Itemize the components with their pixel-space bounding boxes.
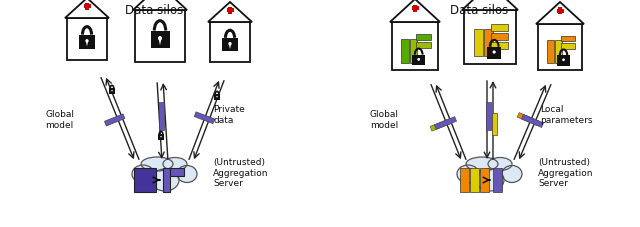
Circle shape xyxy=(216,96,218,97)
Bar xyxy=(104,114,125,126)
Bar xyxy=(561,35,575,42)
Polygon shape xyxy=(536,2,584,24)
Bar xyxy=(228,7,232,13)
Bar xyxy=(412,55,425,65)
Polygon shape xyxy=(65,0,109,18)
Bar xyxy=(210,22,250,62)
Ellipse shape xyxy=(177,165,197,183)
Bar xyxy=(159,102,164,130)
Bar xyxy=(491,42,508,49)
Bar xyxy=(214,94,220,100)
Circle shape xyxy=(562,58,565,61)
Text: (Untrusted)
Aggregation
Server: (Untrusted) Aggregation Server xyxy=(213,158,269,188)
Ellipse shape xyxy=(141,157,173,171)
Text: Global
model: Global model xyxy=(45,110,74,130)
Bar xyxy=(557,9,563,12)
Text: Global
model: Global model xyxy=(370,110,399,130)
Bar xyxy=(134,168,156,192)
Bar xyxy=(412,6,419,10)
Text: Data silos: Data silos xyxy=(450,4,508,17)
Bar xyxy=(223,38,237,51)
Text: Data silos: Data silos xyxy=(125,4,183,17)
Bar xyxy=(470,168,479,192)
Polygon shape xyxy=(390,0,440,22)
Bar xyxy=(85,2,89,10)
Bar xyxy=(460,168,469,192)
Bar xyxy=(401,39,408,63)
Polygon shape xyxy=(462,0,518,10)
Ellipse shape xyxy=(476,169,504,191)
Bar xyxy=(464,10,516,64)
Bar xyxy=(484,29,493,56)
Polygon shape xyxy=(133,0,187,10)
Bar xyxy=(538,24,582,70)
Ellipse shape xyxy=(163,158,187,170)
Bar xyxy=(392,22,438,70)
Bar xyxy=(547,40,554,63)
Bar xyxy=(558,7,562,14)
Bar xyxy=(491,24,508,30)
Bar xyxy=(416,42,431,49)
Bar xyxy=(158,134,164,140)
Bar xyxy=(67,18,107,60)
Circle shape xyxy=(493,50,496,54)
Bar xyxy=(150,31,170,48)
Circle shape xyxy=(160,136,162,137)
Ellipse shape xyxy=(466,157,498,171)
Circle shape xyxy=(85,39,89,42)
Bar xyxy=(227,8,234,12)
Bar xyxy=(435,117,456,129)
Bar xyxy=(474,29,483,56)
Ellipse shape xyxy=(502,165,522,183)
Bar xyxy=(491,32,508,39)
Text: Private
data: Private data xyxy=(213,105,244,125)
Bar xyxy=(522,114,543,128)
Bar xyxy=(430,118,452,131)
Ellipse shape xyxy=(488,158,512,170)
Bar xyxy=(486,102,491,130)
Text: Local
parameters: Local parameters xyxy=(540,105,593,125)
Polygon shape xyxy=(228,44,231,49)
Bar xyxy=(79,35,95,49)
Polygon shape xyxy=(86,41,88,46)
Bar xyxy=(413,5,417,12)
Bar xyxy=(135,10,185,62)
Bar xyxy=(557,55,570,66)
Bar xyxy=(109,88,115,94)
Circle shape xyxy=(158,36,162,40)
Bar xyxy=(170,168,184,176)
Bar xyxy=(195,112,215,124)
Polygon shape xyxy=(159,38,161,45)
Bar xyxy=(492,113,497,135)
Bar xyxy=(493,168,502,192)
Ellipse shape xyxy=(132,165,154,183)
Circle shape xyxy=(111,90,113,91)
Bar xyxy=(487,47,502,59)
Bar xyxy=(480,168,489,192)
Ellipse shape xyxy=(457,165,479,183)
Circle shape xyxy=(417,58,420,61)
Bar xyxy=(163,168,170,192)
Ellipse shape xyxy=(151,169,179,191)
Bar xyxy=(556,40,563,63)
Polygon shape xyxy=(208,2,252,22)
Circle shape xyxy=(228,42,232,45)
Bar xyxy=(517,113,540,126)
Bar xyxy=(83,4,90,8)
Bar xyxy=(416,34,431,40)
Bar xyxy=(410,39,417,63)
Bar xyxy=(561,44,575,49)
Text: (Untrusted)
Aggregation
Server: (Untrusted) Aggregation Server xyxy=(538,158,593,188)
